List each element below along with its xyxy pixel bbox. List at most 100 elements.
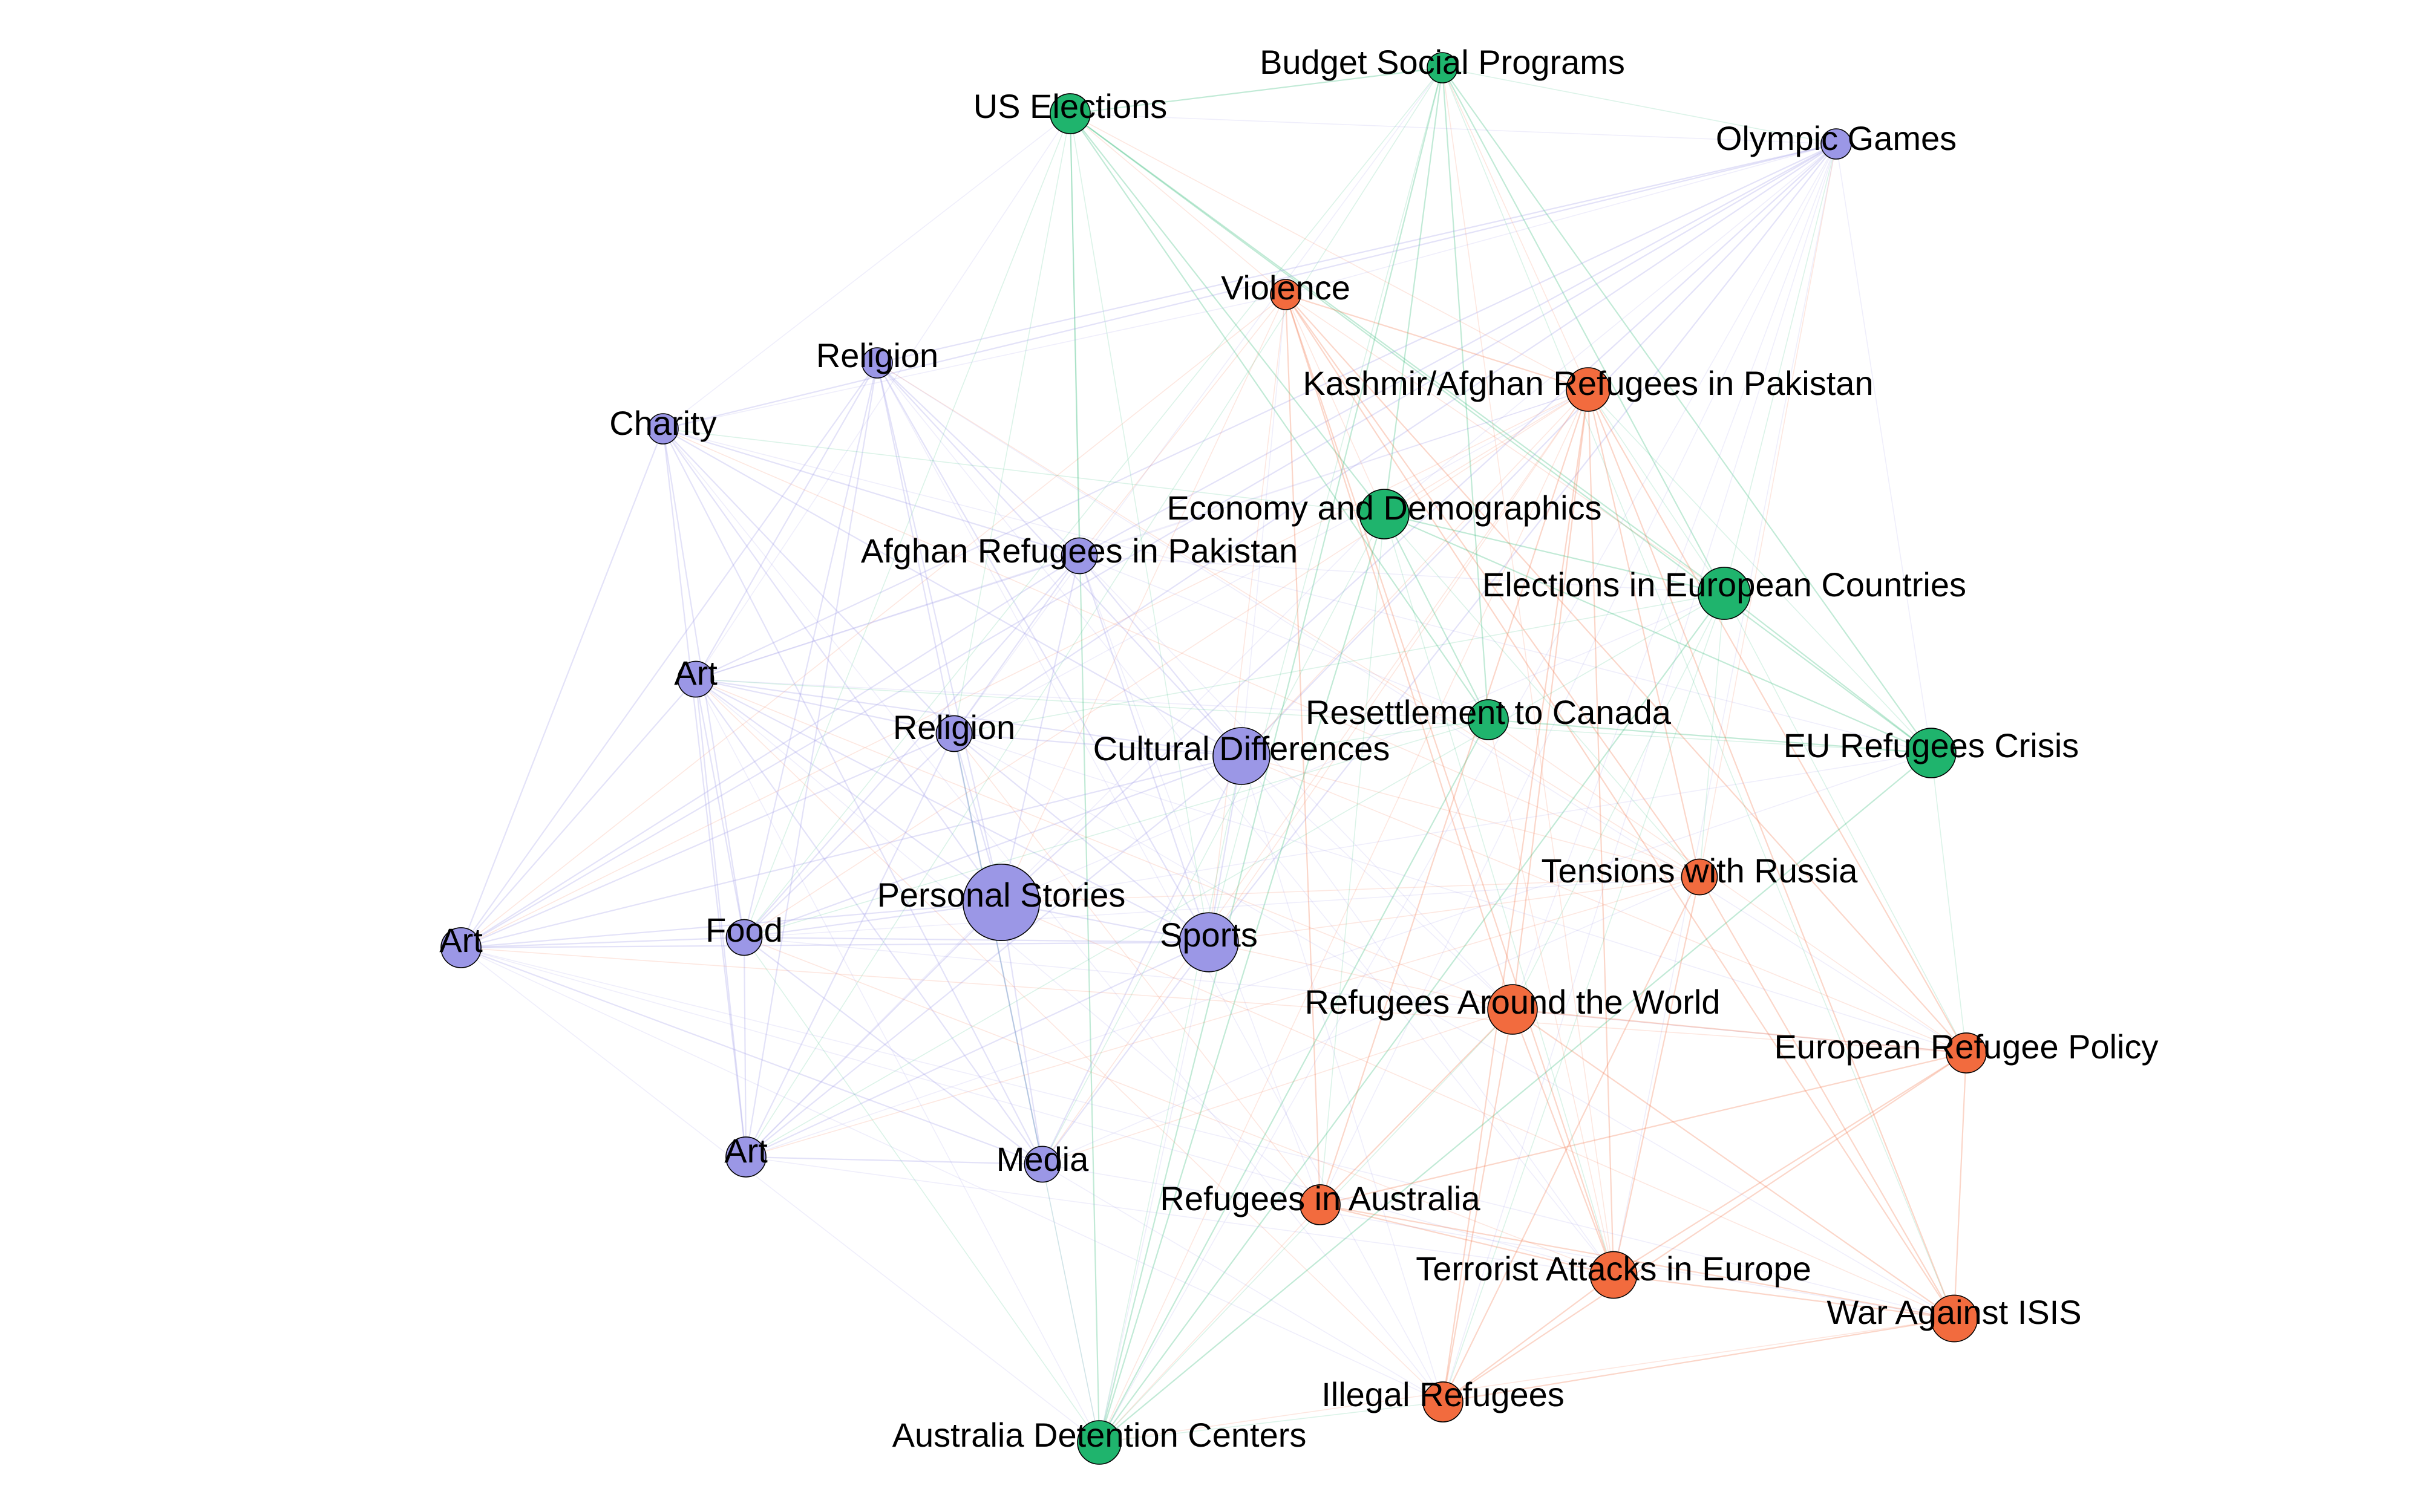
- node-label-violence: Violence: [1221, 269, 1350, 307]
- edge-kashmir_afghan-illegal_refugees: [1442, 389, 1589, 1403]
- edge-religion_2-australia_detention: [953, 733, 1100, 1443]
- edge-religion_2-cultural_differences: [953, 732, 1242, 757]
- edge-olympic_games-afghan_refugees_pakistan: [1079, 143, 1837, 556]
- edge-art_1-religion_2: [695, 678, 955, 735]
- edge-religion_2-sports: [953, 733, 1209, 943]
- edge-sports-australia_detention: [1099, 942, 1209, 1443]
- edge-olympic_games-art_1: [695, 143, 1837, 680]
- edge-budget_social_programs-eu_refugees_crisis: [1442, 67, 1932, 754]
- node-art_1[interactable]: [677, 660, 715, 698]
- node-food[interactable]: [725, 919, 763, 956]
- edge-olympic_games-personal_stories: [1001, 143, 1837, 903]
- node-sports[interactable]: [1179, 912, 1239, 973]
- edge-violence-kashmir_afghan: [1285, 293, 1589, 391]
- edge-us_elections-sports: [1070, 113, 1209, 943]
- edge-tensions_russia-personal_stories: [1001, 876, 1700, 903]
- edge-art_2-war_against_isis: [460, 947, 1955, 1319]
- node-art_2[interactable]: [440, 927, 482, 968]
- node-refugees_around_world[interactable]: [1487, 984, 1538, 1035]
- edge-food-personal_stories: [744, 901, 1002, 939]
- edge-refugees_around_world-european_refugee_policy: [1512, 1008, 1967, 1054]
- node-afghan_refugees_pakistan[interactable]: [1061, 537, 1098, 575]
- edge-economy_demographics-resettlement_canada: [1384, 513, 1489, 720]
- node-art_3[interactable]: [725, 1136, 767, 1178]
- edge-olympic_games-sports: [1208, 143, 1837, 943]
- node-war_against_isis[interactable]: [1930, 1294, 1978, 1343]
- node-label-tensions_russia: Tensions with Russia: [1542, 852, 1859, 890]
- node-religion_1[interactable]: [862, 347, 893, 379]
- edge-afghan_refugees_pakistan-food: [744, 555, 1080, 938]
- edge-violence-war_against_isis: [1285, 294, 1955, 1319]
- edge-eu_refugees_crisis-art_3: [745, 752, 1932, 1158]
- node-religion_2[interactable]: [935, 715, 973, 752]
- edge-art_1-refugees_australia: [695, 679, 1321, 1205]
- edge-art_3-terrorist_attacks_europe: [745, 1156, 1614, 1276]
- node-label-refugees_around_world: Refugees Around the World: [1305, 983, 1721, 1021]
- edge-resettlement_canada-cultural_differences: [1241, 719, 1489, 757]
- edge-art_1-art_3: [695, 679, 747, 1158]
- node-economy_demographics[interactable]: [1359, 489, 1410, 539]
- node-kashmir_afghan[interactable]: [1566, 367, 1611, 412]
- edge-charity-art_3: [662, 428, 747, 1158]
- edge-cultural_differences-terrorist_attacks_europe: [1241, 755, 1614, 1276]
- edge-violence-economy_demographics: [1285, 294, 1385, 515]
- edge-tensions_russia-media: [1042, 876, 1700, 1165]
- node-eu_refugees_crisis[interactable]: [1906, 728, 1957, 778]
- edge-economy_demographics-australia_detention: [1098, 513, 1385, 1443]
- node-personal_stories[interactable]: [963, 864, 1040, 941]
- node-charity[interactable]: [647, 413, 679, 445]
- edge-eu_refugees_crisis-personal_stories: [1001, 752, 1932, 903]
- edge-religion_1-personal_stories: [876, 362, 1002, 903]
- edge-cultural_differences-art_2: [460, 755, 1242, 949]
- node-elections_european[interactable]: [1698, 567, 1751, 620]
- node-violence[interactable]: [1270, 279, 1301, 310]
- edge-kashmir_afghan-afghan_refugees_pakistan: [1079, 389, 1589, 556]
- edge-economy_demographics-media: [1042, 513, 1385, 1165]
- edge-religion_1-food: [743, 362, 878, 938]
- edge-religion_2-european_refugee_policy: [953, 733, 1967, 1054]
- node-label-war_against_isis: War Against ISIS: [1826, 1293, 2081, 1331]
- node-label-eu_refugees_crisis: EU Refugees Crisis: [1784, 726, 2079, 764]
- node-olympic_games[interactable]: [1820, 128, 1852, 160]
- edge-european_refugee_policy-terrorist_attacks_europe: [1613, 1052, 1967, 1276]
- edge-sports-media: [1042, 942, 1209, 1165]
- edge-food-terrorist_attacks_europe: [744, 937, 1614, 1276]
- node-australia_detention[interactable]: [1077, 1420, 1122, 1465]
- edge-religion_1-art_3: [745, 362, 878, 1158]
- edge-art_1-personal_stories: [695, 679, 1002, 903]
- edge-elections_european-european_refugee_policy: [1724, 593, 1967, 1054]
- node-us_elections[interactable]: [1050, 93, 1091, 134]
- edge-refugees_around_world-media: [1042, 1009, 1513, 1165]
- edge-budget_social_programs-food: [744, 67, 1443, 938]
- edge-kashmir_afghan-economy_demographics: [1384, 389, 1589, 515]
- node-label-media: Media: [996, 1140, 1089, 1178]
- edge-kashmir_afghan-european_refugee_policy: [1588, 389, 1967, 1054]
- node-european_refugee_policy[interactable]: [1946, 1032, 1987, 1074]
- edge-food-australia_detention: [744, 937, 1100, 1443]
- edge-olympic_games-eu_refugees_crisis: [1836, 143, 1932, 754]
- edge-violence-personal_stories: [1001, 294, 1286, 903]
- edge-art_1-food: [695, 679, 745, 938]
- edge-afghan_refugees_pakistan-art_1: [695, 555, 1080, 680]
- edge-kashmir_afghan-art_1: [695, 389, 1589, 680]
- node-illegal_refugees[interactable]: [1422, 1381, 1463, 1422]
- node-resettlement_canada[interactable]: [1468, 699, 1509, 740]
- node-tensions_russia[interactable]: [1681, 858, 1718, 896]
- node-label-resettlement_canada: Resettlement to Canada: [1306, 693, 1672, 731]
- node-label-us_elections: US Elections: [973, 87, 1168, 125]
- edge-elections_european-art_3: [745, 593, 1725, 1158]
- node-refugees_australia[interactable]: [1300, 1184, 1341, 1225]
- node-budget_social_programs[interactable]: [1427, 52, 1458, 83]
- node-media[interactable]: [1024, 1145, 1061, 1183]
- edge-european_refugee_policy-illegal_refugees: [1442, 1052, 1967, 1403]
- edge-media-australia_detention: [1042, 1164, 1100, 1443]
- edge-budget_social_programs-religion_2: [953, 67, 1443, 734]
- edge-olympic_games-cultural_differences: [1241, 143, 1837, 757]
- edge-religion_1-media: [876, 362, 1044, 1165]
- edge-war_against_isis-illegal_refugees: [1442, 1317, 1955, 1403]
- node-terrorist_attacks_europe[interactable]: [1589, 1251, 1638, 1299]
- edges-layer: [460, 67, 1967, 1443]
- node-cultural_differences[interactable]: [1212, 727, 1270, 785]
- edge-kashmir_afghan-sports: [1208, 389, 1589, 943]
